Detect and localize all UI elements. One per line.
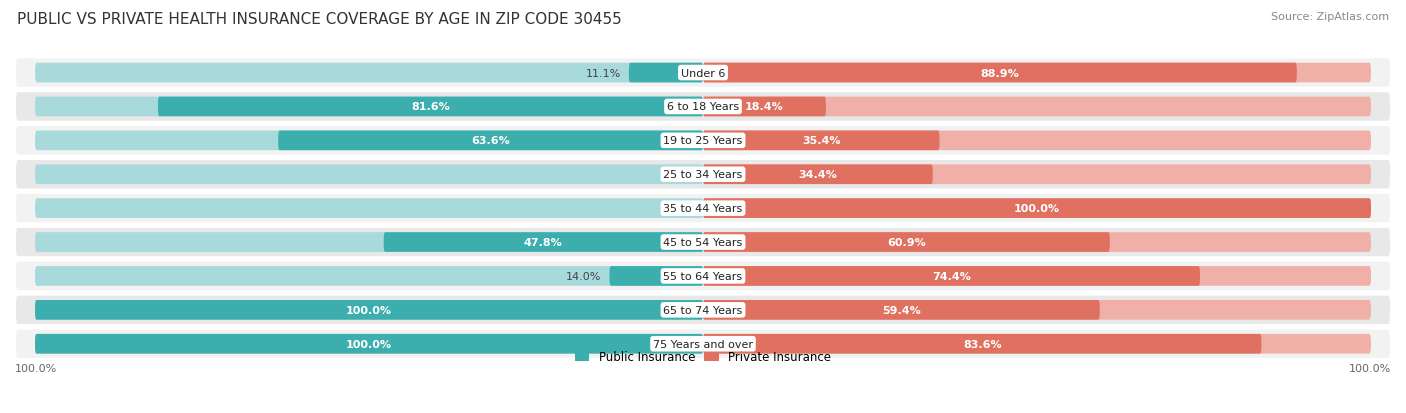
FancyBboxPatch shape: [703, 334, 1371, 354]
FancyBboxPatch shape: [703, 64, 1296, 83]
Text: 100.0%: 100.0%: [1348, 363, 1391, 373]
Text: 0.0%: 0.0%: [665, 204, 693, 214]
FancyBboxPatch shape: [35, 97, 703, 117]
Text: 11.1%: 11.1%: [585, 69, 621, 78]
Text: Source: ZipAtlas.com: Source: ZipAtlas.com: [1271, 12, 1389, 22]
Text: 59.4%: 59.4%: [882, 305, 921, 315]
FancyBboxPatch shape: [15, 126, 1391, 156]
Text: Under 6: Under 6: [681, 69, 725, 78]
FancyBboxPatch shape: [703, 165, 1371, 185]
Text: 14.0%: 14.0%: [567, 271, 602, 281]
FancyBboxPatch shape: [703, 131, 1371, 151]
Text: 100.0%: 100.0%: [15, 363, 58, 373]
FancyBboxPatch shape: [35, 334, 703, 354]
FancyBboxPatch shape: [15, 329, 1391, 359]
Text: 6 to 18 Years: 6 to 18 Years: [666, 102, 740, 112]
Text: 18.4%: 18.4%: [745, 102, 783, 112]
FancyBboxPatch shape: [35, 131, 703, 151]
Text: 35 to 44 Years: 35 to 44 Years: [664, 204, 742, 214]
FancyBboxPatch shape: [703, 97, 825, 117]
FancyBboxPatch shape: [35, 64, 703, 83]
FancyBboxPatch shape: [703, 233, 1371, 252]
Text: 65 to 74 Years: 65 to 74 Years: [664, 305, 742, 315]
Text: 25 to 34 Years: 25 to 34 Years: [664, 170, 742, 180]
FancyBboxPatch shape: [157, 97, 703, 117]
FancyBboxPatch shape: [35, 334, 703, 354]
FancyBboxPatch shape: [15, 92, 1391, 122]
FancyBboxPatch shape: [703, 199, 1371, 218]
FancyBboxPatch shape: [703, 300, 1099, 320]
Text: 47.8%: 47.8%: [524, 237, 562, 247]
Text: 74.4%: 74.4%: [932, 271, 972, 281]
Text: 100.0%: 100.0%: [346, 339, 392, 349]
FancyBboxPatch shape: [35, 233, 703, 252]
FancyBboxPatch shape: [703, 97, 1371, 117]
Text: 100.0%: 100.0%: [1014, 204, 1060, 214]
Legend: Public Insurance, Private Insurance: Public Insurance, Private Insurance: [575, 350, 831, 363]
FancyBboxPatch shape: [15, 159, 1391, 190]
FancyBboxPatch shape: [15, 58, 1391, 88]
Text: 75 Years and over: 75 Years and over: [652, 339, 754, 349]
FancyBboxPatch shape: [703, 266, 1371, 286]
Text: PUBLIC VS PRIVATE HEALTH INSURANCE COVERAGE BY AGE IN ZIP CODE 30455: PUBLIC VS PRIVATE HEALTH INSURANCE COVER…: [17, 12, 621, 27]
FancyBboxPatch shape: [703, 300, 1371, 320]
Text: 19 to 25 Years: 19 to 25 Years: [664, 136, 742, 146]
FancyBboxPatch shape: [35, 266, 703, 286]
FancyBboxPatch shape: [703, 266, 1199, 286]
FancyBboxPatch shape: [35, 300, 703, 320]
FancyBboxPatch shape: [15, 295, 1391, 325]
FancyBboxPatch shape: [15, 261, 1391, 292]
FancyBboxPatch shape: [703, 131, 939, 151]
Text: 60.9%: 60.9%: [887, 237, 925, 247]
FancyBboxPatch shape: [278, 131, 703, 151]
FancyBboxPatch shape: [35, 165, 703, 185]
FancyBboxPatch shape: [703, 233, 1109, 252]
FancyBboxPatch shape: [384, 233, 703, 252]
FancyBboxPatch shape: [35, 199, 703, 218]
FancyBboxPatch shape: [628, 64, 703, 83]
Text: 34.4%: 34.4%: [799, 170, 837, 180]
Text: 35.4%: 35.4%: [801, 136, 841, 146]
FancyBboxPatch shape: [609, 266, 703, 286]
Text: 55 to 64 Years: 55 to 64 Years: [664, 271, 742, 281]
Text: 83.6%: 83.6%: [963, 339, 1001, 349]
Text: 45 to 54 Years: 45 to 54 Years: [664, 237, 742, 247]
Text: 63.6%: 63.6%: [471, 136, 510, 146]
FancyBboxPatch shape: [703, 334, 1261, 354]
FancyBboxPatch shape: [703, 199, 1371, 218]
FancyBboxPatch shape: [703, 165, 932, 185]
FancyBboxPatch shape: [15, 227, 1391, 258]
Text: 100.0%: 100.0%: [346, 305, 392, 315]
Text: 0.0%: 0.0%: [665, 170, 693, 180]
Text: 81.6%: 81.6%: [411, 102, 450, 112]
FancyBboxPatch shape: [703, 64, 1371, 83]
Text: 88.9%: 88.9%: [980, 69, 1019, 78]
FancyBboxPatch shape: [35, 300, 703, 320]
FancyBboxPatch shape: [15, 193, 1391, 224]
